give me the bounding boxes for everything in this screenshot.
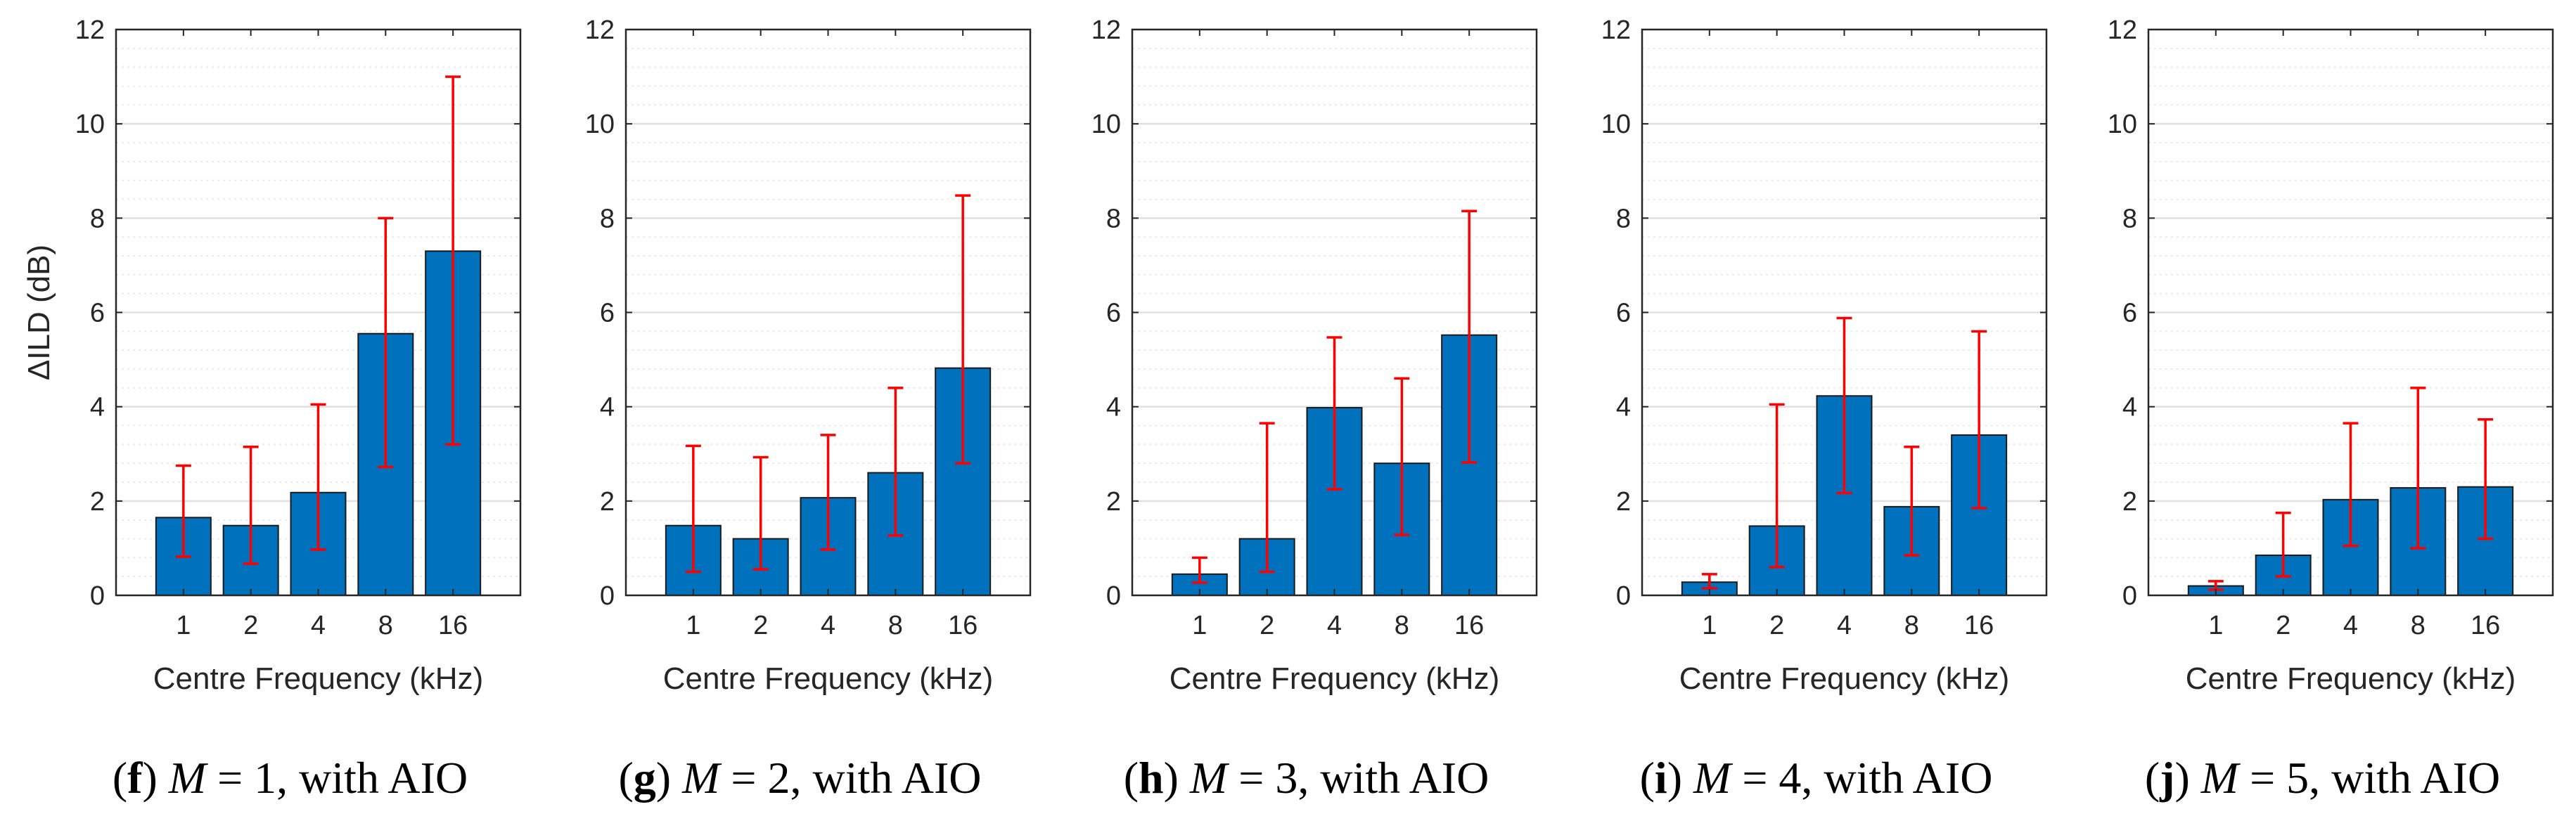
y-tick-label: 12	[1091, 15, 1121, 45]
y-tick-label: 2	[600, 487, 615, 517]
x-tick-label: 16	[1454, 611, 1484, 640]
x-tick-label: 16	[438, 611, 468, 640]
y-tick-label: 2	[2122, 487, 2137, 517]
y-tick-label: 10	[1601, 110, 1631, 139]
y-tick-label: 4	[600, 393, 615, 422]
axes-box	[1131, 28, 1538, 597]
x-tick-label: 4	[1327, 611, 1342, 640]
y-tick-label: 8	[1616, 204, 1631, 233]
x-tick-label: 2	[753, 611, 768, 640]
x-tick-label: 2	[1769, 611, 1784, 640]
x-axis-label: Centre Frequency (kHz)	[663, 661, 993, 696]
x-tick-label: 4	[1837, 611, 1852, 640]
axes-box	[624, 28, 1032, 597]
panel-caption: (g) M = 2, with AIO	[618, 753, 981, 803]
axes-box	[2147, 28, 2554, 597]
y-tick-label: 6	[1106, 299, 1121, 328]
y-tick-label: 8	[90, 204, 105, 233]
x-tick-label: 4	[2343, 611, 2358, 640]
panel-caption: (j) M = 5, with AIO	[2145, 753, 2500, 803]
y-tick-label: 10	[585, 110, 615, 139]
x-axis-label: Centre Frequency (kHz)	[153, 661, 483, 696]
x-tick-label: 8	[1395, 611, 1409, 640]
x-tick-label: 16	[948, 611, 978, 640]
panel-caption: (i) M = 4, with AIO	[1640, 753, 1993, 803]
y-tick-label: 6	[90, 299, 105, 328]
x-tick-label: 8	[1904, 611, 1919, 640]
x-tick-label: 1	[176, 611, 191, 640]
y-tick-label: 12	[585, 15, 615, 45]
y-tick-label: 4	[1106, 393, 1121, 422]
y-tick-label: 6	[1616, 299, 1631, 328]
y-tick-label: 0	[600, 581, 615, 611]
y-tick-label: 6	[2122, 299, 2137, 328]
y-tick-label: 12	[75, 15, 105, 45]
x-tick-label: 1	[1192, 611, 1207, 640]
x-tick-label: 2	[2276, 611, 2290, 640]
y-tick-label: 8	[600, 204, 615, 233]
y-tick-label: 2	[1106, 487, 1121, 517]
y-tick-label: 0	[2122, 581, 2137, 611]
x-tick-label: 8	[2411, 611, 2426, 640]
y-axis-label: ΔILD (dB)	[22, 245, 56, 380]
axes-box	[115, 28, 522, 597]
y-tick-label: 4	[90, 393, 105, 422]
x-axis-label: Centre Frequency (kHz)	[2186, 661, 2516, 696]
y-tick-label: 10	[1091, 110, 1121, 139]
y-tick-label: 12	[2108, 15, 2137, 45]
x-axis-label: Centre Frequency (kHz)	[1679, 661, 2009, 696]
axes-box	[1641, 28, 2048, 597]
x-tick-label: 8	[378, 611, 393, 640]
y-tick-label: 0	[90, 581, 105, 611]
y-tick-label: 8	[1106, 204, 1121, 233]
panel-caption: (f) M = 1, with AIO	[113, 753, 468, 803]
x-tick-label: 4	[311, 611, 326, 640]
y-tick-label: 4	[1616, 393, 1631, 422]
y-tick-label: 8	[2122, 204, 2137, 233]
y-tick-label: 0	[1106, 581, 1121, 611]
x-tick-label: 2	[243, 611, 258, 640]
panel-caption: (h) M = 3, with AIO	[1124, 753, 1489, 803]
y-tick-label: 10	[75, 110, 105, 139]
y-tick-label: 12	[1601, 15, 1631, 45]
x-axis-label: Centre Frequency (kHz)	[1170, 661, 1499, 696]
x-tick-label: 8	[888, 611, 903, 640]
y-tick-label: 10	[2108, 110, 2137, 139]
x-tick-label: 2	[1260, 611, 1274, 640]
x-tick-label: 4	[821, 611, 835, 640]
y-tick-label: 2	[90, 487, 105, 517]
y-tick-label: 4	[2122, 393, 2137, 422]
x-tick-label: 1	[686, 611, 700, 640]
y-tick-label: 0	[1616, 581, 1631, 611]
x-tick-label: 16	[2471, 611, 2500, 640]
y-tick-label: 2	[1616, 487, 1631, 517]
x-tick-label: 1	[2208, 611, 2223, 640]
y-tick-label: 6	[600, 299, 615, 328]
x-tick-label: 16	[1964, 611, 1994, 640]
x-tick-label: 1	[1702, 611, 1717, 640]
